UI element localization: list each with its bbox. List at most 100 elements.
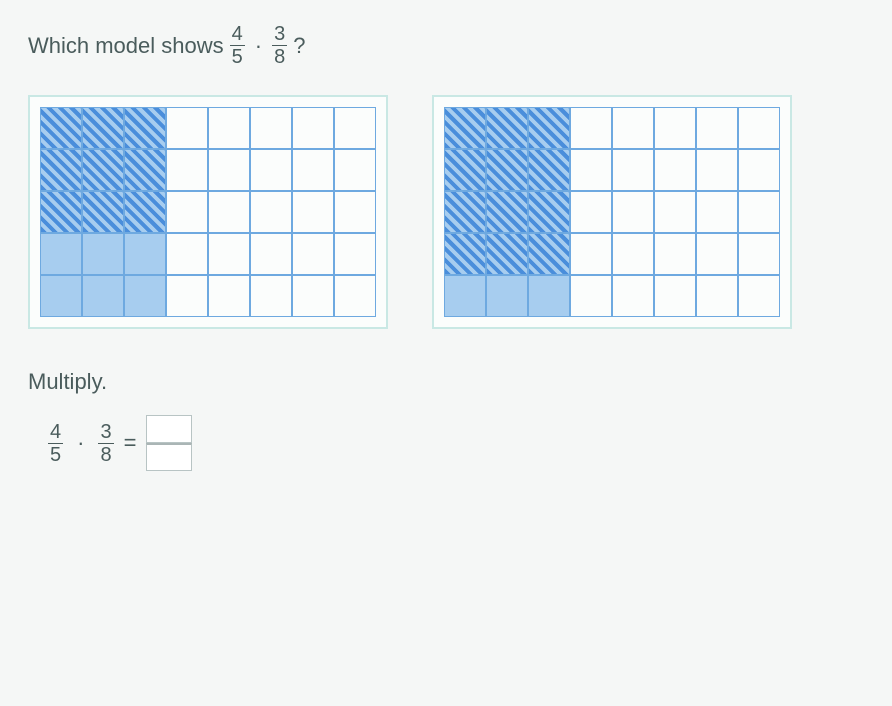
- grid-cell: [166, 191, 208, 233]
- grid-cell: [612, 149, 654, 191]
- grid-cell: [40, 275, 82, 317]
- answer-denominator-input[interactable]: [146, 443, 192, 471]
- fraction-denominator: 5: [230, 45, 245, 67]
- grid-cell: [250, 107, 292, 149]
- grid: [444, 107, 780, 317]
- grid-cell: [570, 275, 612, 317]
- equals-sign: =: [124, 430, 137, 456]
- equation: 4 5 · 3 8 =: [48, 415, 864, 471]
- fraction-numerator: 4: [230, 24, 245, 45]
- fraction-denominator: 8: [98, 443, 113, 465]
- grid-cell: [654, 275, 696, 317]
- grid-cell: [292, 275, 334, 317]
- grid-cell: [40, 107, 82, 149]
- answer-numerator-input[interactable]: [146, 415, 192, 443]
- grid-cell: [334, 191, 376, 233]
- grid-cell: [738, 191, 780, 233]
- grid-cell: [292, 107, 334, 149]
- grid-cell: [124, 191, 166, 233]
- grid-cell: [654, 107, 696, 149]
- grid-cell: [124, 107, 166, 149]
- grid-cell: [612, 233, 654, 275]
- grid-cell: [208, 149, 250, 191]
- model-option-1[interactable]: [28, 95, 388, 329]
- grid-cell: [486, 233, 528, 275]
- grid-cell: [696, 107, 738, 149]
- grid-cell: [444, 107, 486, 149]
- grid-cell: [166, 233, 208, 275]
- grid-cell: [124, 275, 166, 317]
- grid-cell: [738, 275, 780, 317]
- grid-cell: [166, 275, 208, 317]
- grid-cell: [696, 149, 738, 191]
- grid-row: [444, 107, 780, 149]
- grid-cell: [444, 149, 486, 191]
- grid-cell: [528, 107, 570, 149]
- grid-cell: [570, 233, 612, 275]
- grid-cell: [696, 191, 738, 233]
- grid-cell: [292, 149, 334, 191]
- models-row: [28, 95, 864, 329]
- question-fraction-1: 4 5: [230, 24, 245, 67]
- grid-cell: [528, 191, 570, 233]
- fraction-denominator: 5: [48, 443, 63, 465]
- question-fraction-2: 3 8: [272, 24, 287, 67]
- grid-cell: [612, 107, 654, 149]
- grid-row: [40, 191, 376, 233]
- multiply-label: Multiply.: [28, 369, 864, 395]
- grid-cell: [124, 233, 166, 275]
- grid-cell: [486, 191, 528, 233]
- model-option-2[interactable]: [432, 95, 792, 329]
- fraction-numerator: 3: [272, 24, 287, 45]
- grid-cell: [654, 149, 696, 191]
- grid-cell: [334, 107, 376, 149]
- grid-cell: [696, 275, 738, 317]
- grid-cell: [738, 107, 780, 149]
- operator-dot: ·: [73, 430, 88, 456]
- grid-cell: [654, 233, 696, 275]
- grid-row: [444, 233, 780, 275]
- grid-cell: [528, 233, 570, 275]
- grid-cell: [570, 191, 612, 233]
- grid-cell: [208, 233, 250, 275]
- grid-cell: [208, 191, 250, 233]
- grid-cell: [208, 275, 250, 317]
- operator-dot: ·: [251, 33, 266, 59]
- grid-cell: [166, 149, 208, 191]
- grid-cell: [82, 191, 124, 233]
- grid-cell: [738, 233, 780, 275]
- grid-cell: [528, 275, 570, 317]
- grid-cell: [250, 191, 292, 233]
- grid-cell: [528, 149, 570, 191]
- grid-cell: [486, 107, 528, 149]
- question-text: Which model shows 4 5 · 3 8 ?: [28, 24, 864, 67]
- grid-cell: [570, 107, 612, 149]
- grid-cell: [334, 233, 376, 275]
- grid-cell: [292, 233, 334, 275]
- grid-row: [444, 275, 780, 317]
- fraction-denominator: 8: [272, 45, 287, 67]
- grid-cell: [696, 233, 738, 275]
- question-suffix: ?: [293, 33, 305, 59]
- grid-cell: [334, 275, 376, 317]
- grid-cell: [82, 233, 124, 275]
- answer-fraction: [146, 415, 192, 471]
- grid-cell: [208, 107, 250, 149]
- equation-fraction-1: 4 5: [48, 422, 63, 465]
- grid-row: [444, 149, 780, 191]
- grid-cell: [40, 233, 82, 275]
- grid-row: [40, 149, 376, 191]
- equation-fraction-2: 3 8: [98, 422, 113, 465]
- grid-cell: [612, 275, 654, 317]
- grid-cell: [444, 233, 486, 275]
- grid-cell: [486, 149, 528, 191]
- fraction-numerator: 4: [48, 422, 63, 443]
- grid-cell: [82, 149, 124, 191]
- grid-cell: [250, 275, 292, 317]
- grid-cell: [292, 191, 334, 233]
- grid-cell: [570, 149, 612, 191]
- grid-cell: [250, 233, 292, 275]
- grid-cell: [612, 191, 654, 233]
- grid-cell: [40, 149, 82, 191]
- grid-row: [40, 107, 376, 149]
